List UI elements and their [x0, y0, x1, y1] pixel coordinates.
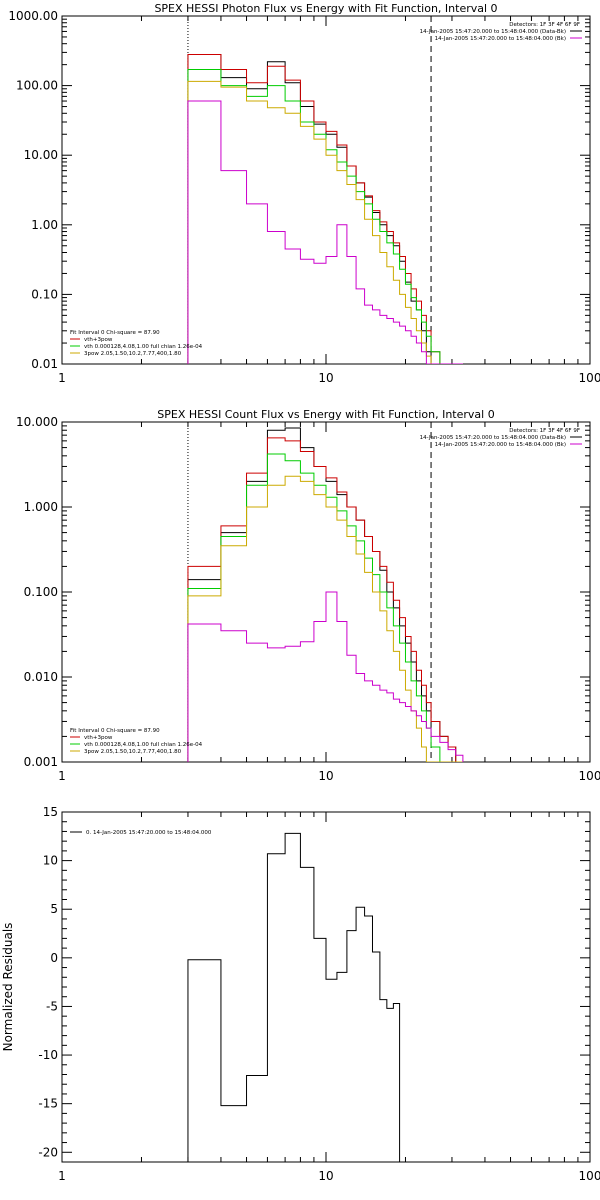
y-tick-label: 1000.00 — [8, 9, 58, 23]
plot-frame — [61, 15, 591, 365]
y-tick-label: -15 — [38, 1097, 58, 1111]
y-tick-label: 15 — [43, 805, 58, 819]
fit-legend-header: Fit Interval 0 Chi-square = 87.90 — [70, 728, 160, 734]
fit-legend-text: vth 0.000128,4.08,1.00 full chian 1.26e-… — [84, 344, 203, 350]
series-line-14-jan-2005-15-47-20-000-to-15-48-04-000-bk — [187, 591, 464, 762]
legend-text: 0. 14-Jan-2005 15:47:20.000 to 15:48:04.… — [86, 830, 212, 836]
series-line-14-jan-2005-15-47-20-000-to-15-48-04-000-bk — [187, 100, 463, 364]
y-axis-label: Normalized Residuals — [1, 923, 15, 1052]
detectors-label: Detectors: 1F 3F 4F 6F 9F — [509, 22, 580, 28]
x-tick-label: 10 — [318, 769, 333, 783]
detectors-label: Detectors: 1F 3F 4F 6F 9F — [509, 428, 580, 434]
x-tick-label: 1 — [58, 1169, 66, 1183]
x-tick-label: 100 — [579, 1169, 600, 1183]
series-line-vth — [187, 69, 463, 364]
y-tick-label: 0 — [50, 951, 58, 965]
legend-top-text: 14-Jan-2005 15:47:20.000 to 15:48:04.000… — [420, 435, 566, 441]
y-tick-label: 1.000 — [24, 500, 58, 514]
series-line-vth-3pow — [187, 437, 463, 762]
x-tick-label: 10 — [318, 371, 333, 385]
chart-3: Normalized Residuals 1 10 100 15 10 5 0 -5 -10 -15… — [1, 805, 600, 1183]
series-group — [187, 832, 401, 1162]
y-tick-label: 0.01 — [31, 357, 58, 371]
y-tick-label: 0.10 — [31, 287, 58, 301]
y-tick-label: 1.00 — [31, 218, 58, 232]
plot-frame — [61, 811, 591, 1163]
y-tick-label: -10 — [38, 1048, 58, 1062]
y-tick-label: 10.00 — [24, 148, 58, 162]
y-tick-label: -5 — [46, 999, 58, 1013]
series-line-0-14-jan-2005-15-47-20-000-to-15-48-04-000 — [187, 832, 401, 1162]
series-group — [187, 53, 463, 364]
x-tick-label: 100 — [579, 769, 600, 783]
series-line-14-jan-2005-15-47-20-000-to-15-48-04-000-data-bk — [187, 427, 463, 762]
y-tick-label: 5 — [50, 902, 58, 916]
x-tick-label: 100 — [579, 371, 600, 385]
y-tick-label: 10.000 — [16, 415, 58, 429]
y-tick-label: -20 — [38, 1145, 58, 1159]
chart-title: SPEX HESSI Photon Flux vs Energy with Fi… — [154, 2, 497, 15]
fit-legend-header: Fit Interval 0 Chi-square = 87.90 — [70, 330, 160, 336]
x-tick-label: 1 — [58, 371, 66, 385]
series-line-3pow — [187, 80, 463, 364]
legend-top-text: 14-Jan-2005 15:47:20.000 to 15:48:04.000… — [420, 29, 566, 35]
y-tick-label: 0.100 — [24, 585, 58, 599]
x-tick-label: 1 — [58, 769, 66, 783]
chart-title: SPEX HESSI Count Flux vs Energy with Fit… — [157, 408, 494, 421]
chart-2: SPEX HESSI Count Flux vs Energy with Fit… — [16, 408, 600, 783]
fit-legend-text: vth 0.000128,4.08,1.00 full chian 1.26e-… — [84, 742, 203, 748]
fit-legend-text: 3pow 2.05,1.50,10.2,7.77,400,1.80 — [84, 351, 182, 357]
fit-legend-text: 3pow 2.05,1.50,10.2,7.77,400,1.80 — [84, 749, 182, 755]
legend-top-text: 14-Jan-2005 15:47:20.000 to 15:48:04.000… — [435, 36, 566, 42]
series-group — [187, 427, 464, 762]
fit-legend-text: vth+3pow — [84, 337, 113, 343]
legend-top-text: 14-Jan-2005 15:47:20.000 to 15:48:04.000… — [435, 442, 566, 448]
y-tick-label: 10 — [43, 854, 58, 868]
series-line-3pow — [187, 475, 463, 762]
y-tick-label: 0.010 — [24, 670, 58, 684]
y-tick-label: 100.00 — [16, 79, 58, 93]
y-tick-label: 0.001 — [24, 755, 58, 769]
fit-legend-text: vth+3pow — [84, 735, 113, 741]
chart-1: SPEX HESSI Photon Flux vs Energy with Fi… — [8, 2, 600, 385]
x-tick-label: 10 — [318, 1169, 333, 1183]
